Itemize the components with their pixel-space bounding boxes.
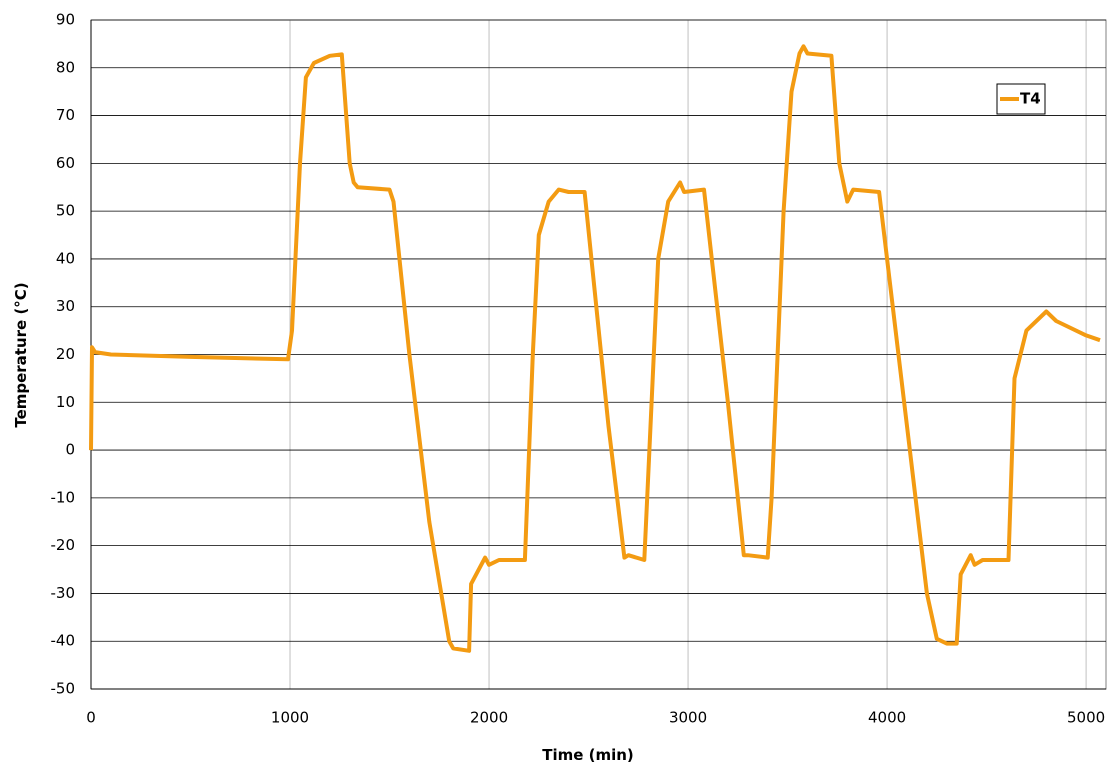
- y-tick-label: -40: [51, 632, 76, 650]
- legend: T4: [996, 83, 1046, 115]
- x-tick-label: 4000: [868, 709, 906, 727]
- legend-label: T4: [1020, 90, 1041, 108]
- y-tick-label: 30: [56, 297, 75, 315]
- y-tick-label: -20: [51, 536, 76, 554]
- y-tick-label: -50: [51, 680, 76, 698]
- y-tick-label: 70: [56, 106, 75, 124]
- y-axis-label: Temperature (°C): [12, 282, 30, 427]
- x-tick-label: 2000: [470, 709, 508, 727]
- x-axis-label: Time (min): [542, 746, 634, 764]
- y-tick-label: 60: [56, 154, 75, 172]
- y-tick-label: 90: [56, 11, 75, 29]
- data-line: [89, 44, 1101, 653]
- x-tick-label: 5000: [1067, 709, 1105, 727]
- x-tick-label: 3000: [669, 709, 707, 727]
- y-tick-label: 0: [65, 441, 75, 459]
- y-tick-label: -10: [51, 488, 76, 506]
- x-tick-label: 0: [86, 709, 96, 727]
- y-tick-label: 40: [56, 249, 75, 267]
- y-tick-label: 50: [56, 202, 75, 220]
- y-tick-label: 80: [56, 58, 75, 76]
- y-tick-label: 10: [56, 393, 75, 411]
- y-tick-label: -30: [51, 584, 76, 602]
- x-tick-label: 1000: [271, 709, 309, 727]
- y-tick-label: 20: [56, 345, 75, 363]
